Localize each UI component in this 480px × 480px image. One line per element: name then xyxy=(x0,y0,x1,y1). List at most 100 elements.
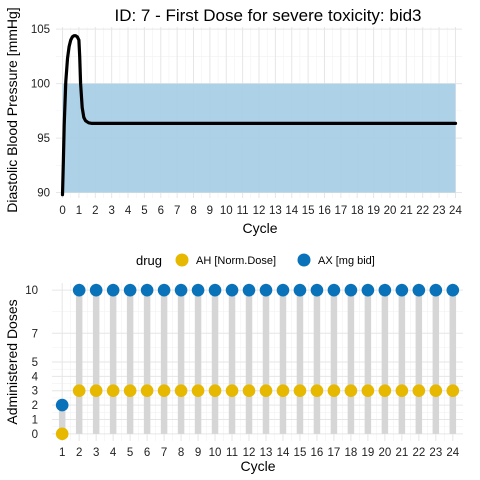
dose-x-tick-label: 3 xyxy=(93,447,99,459)
ah-dose-point xyxy=(310,384,324,398)
dose-y-tick-label: 1 xyxy=(32,414,38,426)
ah-dose-point xyxy=(174,384,188,398)
ax-dose-point xyxy=(225,283,239,297)
dose-x-tick-label: 6 xyxy=(144,447,150,459)
dose-x-tick-label: 20 xyxy=(378,447,391,459)
ax-dose-point xyxy=(174,283,188,297)
bp-x-axis-title: Cycle xyxy=(242,220,277,236)
bp-y-ticks: 90 95 100 105 xyxy=(31,24,50,199)
ax-dose-point xyxy=(157,283,171,297)
dose-x-tick-label: 11 xyxy=(226,447,238,459)
ah-dose-point xyxy=(395,384,409,398)
bp-x-tick-label: 1 xyxy=(76,205,82,217)
dose-x-ticks: 1 2 3 4 5 6 7 8 9 10 11 12 13 14 15 16 17 18 19 20 21 22 23 24 xyxy=(59,447,460,459)
dose-points xyxy=(55,283,460,441)
bp-x-tick-label: 12 xyxy=(253,205,266,217)
dose-y-tick-label: 2 xyxy=(32,400,38,412)
ax-dose-point xyxy=(446,283,460,297)
bp-x-tick-label: 13 xyxy=(269,205,282,217)
bp-x-tick-label: 24 xyxy=(449,205,462,217)
legend-swatch-ah xyxy=(175,253,189,267)
ax-dose-point xyxy=(344,283,358,297)
bp-x-tick-label: 10 xyxy=(220,205,233,217)
legend: drug AH [Norm.Dose] AX [mg bid] xyxy=(136,253,375,268)
bp-x-tick-label: 15 xyxy=(302,205,315,217)
bp-normal-band xyxy=(62,83,456,193)
ax-dose-point xyxy=(140,283,154,297)
ah-dose-point xyxy=(106,384,120,398)
legend-label-ah: AH [Norm.Dose] xyxy=(196,255,276,267)
dose-x-tick-label: 9 xyxy=(195,447,201,459)
bp-x-tick-label: 6 xyxy=(158,205,164,217)
dose-x-tick-label: 4 xyxy=(110,447,117,459)
dose-y-tick-label: 3 xyxy=(32,386,38,398)
ax-dose-point xyxy=(293,283,307,297)
ah-dose-point xyxy=(72,384,86,398)
bp-x-tick-label: 19 xyxy=(367,205,380,217)
dose-y-tick-label: 7 xyxy=(32,328,38,340)
bp-y-tick-label: 100 xyxy=(31,79,50,91)
ah-dose-point xyxy=(140,384,154,398)
ax-dose-point xyxy=(310,283,324,297)
bp-x-tick-label: 21 xyxy=(400,205,413,217)
dose-x-tick-label: 16 xyxy=(311,447,324,459)
ax-dose-point xyxy=(106,283,120,297)
ax-dose-point xyxy=(378,283,392,297)
bp-y-tick-label: 95 xyxy=(37,133,50,145)
ah-dose-point xyxy=(446,384,460,398)
dose-x-tick-label: 10 xyxy=(209,447,222,459)
dose-x-tick-label: 22 xyxy=(412,447,425,459)
ah-dose-point xyxy=(276,384,290,398)
legend-label-ax: AX [mg bid] xyxy=(318,255,375,267)
ax-dose-point xyxy=(327,283,341,297)
ax-dose-point xyxy=(191,283,205,297)
bp-x-tick-label: 23 xyxy=(433,205,446,217)
ax-dose-point xyxy=(123,283,137,297)
ax-dose-point xyxy=(412,283,426,297)
ah-dose-point xyxy=(259,384,273,398)
ax-dose-point xyxy=(72,283,86,297)
bp-x-tick-label: 9 xyxy=(207,205,213,217)
ax-dose-point xyxy=(208,283,222,297)
ah-dose-point xyxy=(123,384,137,398)
bp-x-tick-label: 17 xyxy=(334,205,347,217)
ah-dose-point xyxy=(225,384,239,398)
dose-x-tick-label: 8 xyxy=(178,447,184,459)
bp-x-tick-label: 20 xyxy=(384,205,397,217)
ah-dose-point xyxy=(157,384,171,398)
dose-x-tick-label: 12 xyxy=(243,447,256,459)
ah-dose-point xyxy=(242,384,256,398)
bp-x-tick-label: 18 xyxy=(351,205,364,217)
legend-swatch-ax xyxy=(297,253,311,267)
bp-chart-title: ID: 7 - First Dose for severe toxicity: … xyxy=(114,6,421,25)
ax-dose-point xyxy=(259,283,273,297)
dose-x-tick-label: 15 xyxy=(294,447,307,459)
bp-x-tick-label: 0 xyxy=(59,205,65,217)
bp-x-tick-label: 2 xyxy=(92,205,98,217)
ax-dose-point xyxy=(55,398,69,412)
bp-x-ticks: 0 1 2 3 4 5 6 7 8 9 10 11 12 13 14 15 16 17 18 19 20 21 22 23 24 xyxy=(59,205,462,217)
bp-series-line xyxy=(60,34,458,197)
bp-x-tick-label: 3 xyxy=(108,205,114,217)
ax-dose-point xyxy=(242,283,256,297)
ah-dose-point xyxy=(327,384,341,398)
bp-x-tick-label: 16 xyxy=(318,205,331,217)
dose-x-tick-label: 2 xyxy=(76,447,82,459)
ah-dose-point xyxy=(361,384,375,398)
bp-x-tick-label: 11 xyxy=(237,205,249,217)
dose-x-tick-label: 18 xyxy=(345,447,358,459)
dose-x-tick-label: 14 xyxy=(277,447,290,459)
dose-x-tick-label: 5 xyxy=(127,447,133,459)
ah-dose-point xyxy=(191,384,205,398)
dose-x-tick-label: 24 xyxy=(446,447,459,459)
ah-dose-point xyxy=(412,384,426,398)
bp-y-tick-label: 90 xyxy=(37,188,50,200)
ah-dose-point xyxy=(89,384,103,398)
ah-dose-point xyxy=(293,384,307,398)
ah-dose-point xyxy=(429,384,443,398)
bp-panel: ID: 7 - First Dose for severe toxicity: … xyxy=(4,6,462,236)
dose-x-tick-label: 23 xyxy=(429,447,442,459)
bp-x-tick-label: 14 xyxy=(285,205,298,217)
